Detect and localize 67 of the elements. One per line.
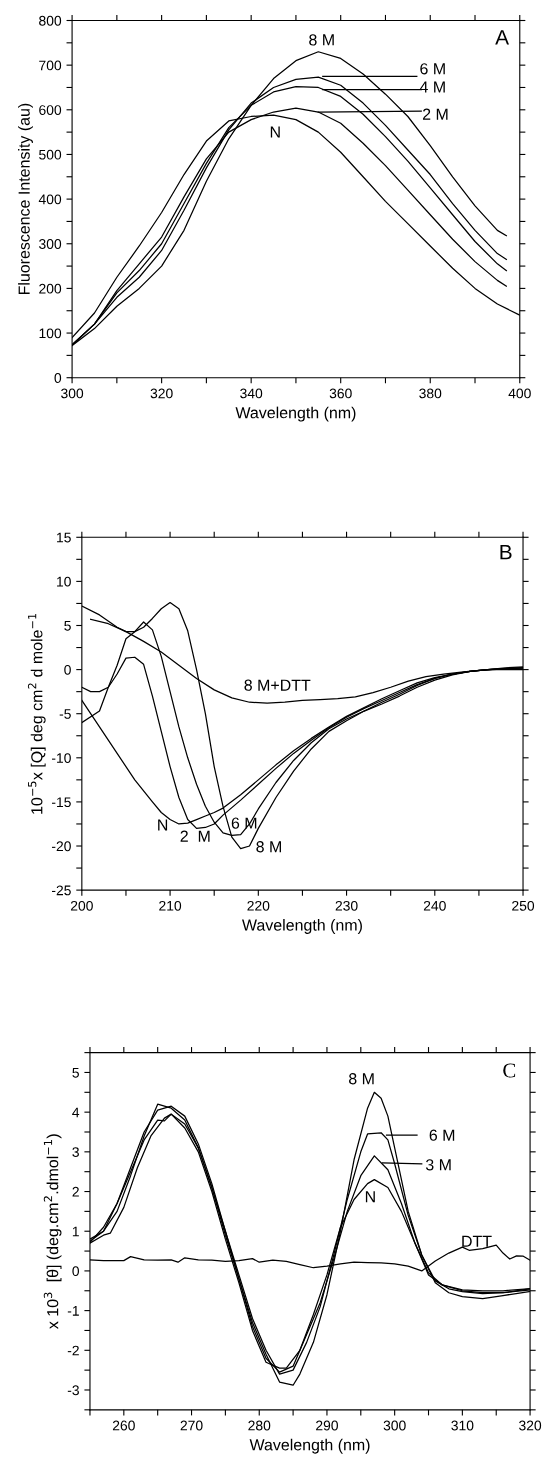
annotation: 4 M bbox=[419, 81, 445, 93]
annotation: N bbox=[365, 1191, 375, 1203]
y-tick-label: 200 bbox=[39, 283, 62, 294]
y-tick-label: 800 bbox=[39, 15, 62, 26]
x-tick-label: 240 bbox=[423, 900, 446, 911]
x-tick-label: 400 bbox=[508, 388, 531, 399]
x-tick-label: 230 bbox=[335, 900, 358, 911]
annotation: 3 M bbox=[425, 1159, 451, 1171]
x-tick-label: 320 bbox=[519, 1420, 542, 1431]
y-tick-label: 0 bbox=[72, 1266, 80, 1277]
y-tick-label: 100 bbox=[39, 328, 62, 339]
x-tick-label: 260 bbox=[112, 1420, 135, 1431]
y-tick-label: 400 bbox=[38, 194, 62, 205]
y-tick-label: 2 bbox=[72, 1186, 79, 1197]
y-tick-label: 1 bbox=[72, 1226, 79, 1237]
y-tick-label: 15 bbox=[57, 532, 71, 543]
x-tick-label: 300 bbox=[383, 1420, 406, 1431]
y-axis-title: x 10$^{3}$ [θ] (deg.cm$^{2}$.dmol$^{−1}$) bbox=[43, 1134, 62, 1329]
x-tick-label: 250 bbox=[512, 900, 535, 911]
y-tick-label: 4 bbox=[72, 1107, 80, 1118]
y-tick-label: -20 bbox=[51, 841, 71, 852]
y-tick-label: -5 bbox=[59, 709, 71, 719]
y-tick-label: -10 bbox=[51, 753, 71, 763]
x-tick-label: 290 bbox=[316, 1420, 338, 1431]
annotation: N bbox=[270, 126, 280, 138]
y-axis-title: 10$^{−5}$x [Q] deg cm$^{2}$ d mole$^{−1}$ bbox=[27, 613, 46, 814]
x-tick-label: 310 bbox=[451, 1420, 474, 1431]
y-tick-label: 700 bbox=[39, 60, 62, 71]
annotation: 8 M+DTT bbox=[244, 679, 311, 691]
annotation: N bbox=[158, 819, 168, 831]
x-tick-label: 220 bbox=[247, 900, 270, 911]
y-tick-label: 0 bbox=[54, 373, 62, 383]
x-tick-label: 210 bbox=[159, 900, 182, 911]
annotation: B bbox=[500, 544, 512, 560]
annotation: 2 M bbox=[180, 830, 210, 842]
annotation: 8 M bbox=[349, 1073, 374, 1085]
y-tick-label: 500 bbox=[39, 149, 62, 160]
x-axis-title: Wavelength (nm) bbox=[249, 1438, 370, 1454]
x-tick-label: 280 bbox=[248, 1420, 271, 1431]
annotation: 8 M bbox=[309, 34, 334, 46]
x-tick-label: 380 bbox=[419, 388, 442, 399]
y-tick-label: 300 bbox=[39, 239, 62, 249]
x-axis-title: Wavelength (nm) bbox=[235, 406, 356, 422]
y-tick-label: -2 bbox=[67, 1345, 79, 1356]
y-tick-label: -25 bbox=[51, 885, 71, 896]
annotation: A bbox=[495, 30, 510, 45]
y-tick-label: 5 bbox=[64, 620, 71, 631]
y-tick-label: 3 bbox=[72, 1147, 79, 1158]
annotation: DTT bbox=[462, 1235, 492, 1247]
annotation: C bbox=[503, 1063, 516, 1078]
y-tick-label: -1 bbox=[67, 1306, 79, 1316]
x-tick-label: 270 bbox=[180, 1420, 203, 1431]
x-tick-label: 360 bbox=[329, 388, 352, 399]
x-tick-label: 320 bbox=[150, 388, 173, 399]
y-axis-title: Fluorescence Intensity (au) bbox=[18, 103, 33, 295]
y-tick-label: 5 bbox=[72, 1067, 79, 1078]
annotation: 2 M bbox=[422, 108, 448, 120]
annotation: 6 M bbox=[420, 63, 445, 75]
y-tick-label: -15 bbox=[51, 797, 71, 808]
y-tick-label: -3 bbox=[67, 1385, 79, 1396]
y-tick-label: 600 bbox=[39, 105, 62, 115]
y-tick-label: 0 bbox=[64, 664, 71, 675]
x-axis-title: Wavelength (nm) bbox=[242, 919, 362, 934]
annotation: 6 M bbox=[429, 1129, 455, 1141]
annotation: 8 M bbox=[256, 841, 281, 853]
x-tick-label: 340 bbox=[240, 388, 263, 399]
y-tick-label: 10 bbox=[57, 576, 71, 587]
